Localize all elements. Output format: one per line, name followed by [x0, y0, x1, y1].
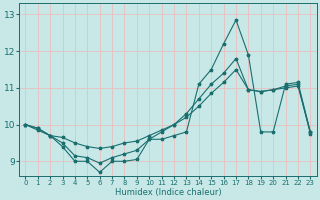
X-axis label: Humidex (Indice chaleur): Humidex (Indice chaleur): [115, 188, 221, 197]
